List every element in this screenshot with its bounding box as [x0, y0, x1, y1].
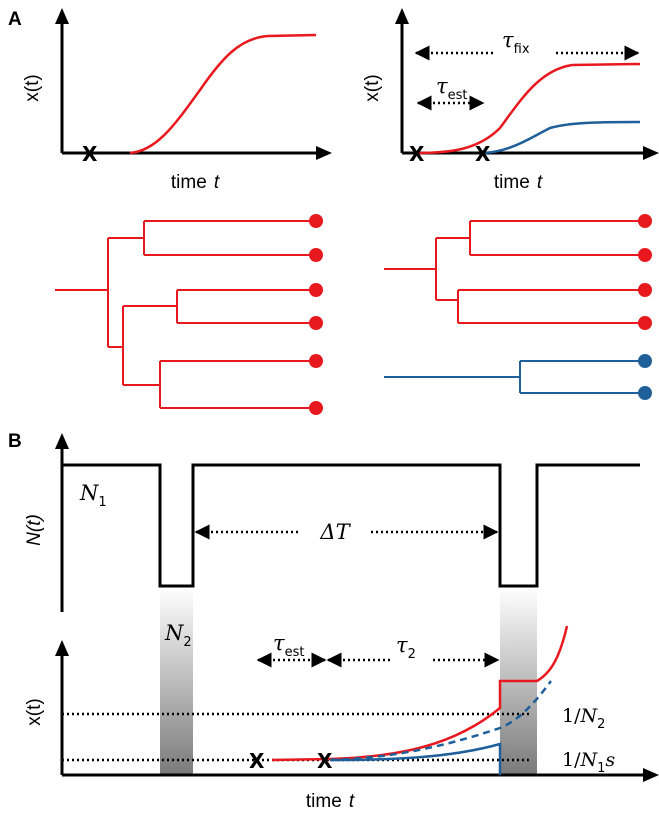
y-axis-arrowhead [55, 8, 69, 24]
mutation-marker: X [82, 142, 98, 166]
n1-label: N1 [79, 481, 107, 510]
population-size-curve [62, 463, 640, 588]
population-size-plot: N(t) N1 N2 ΔT [24, 433, 640, 650]
tree-right-blue-tips [638, 354, 652, 400]
threshold-lower-label: 1/N1s [562, 749, 615, 776]
x-axis-arrowhead [316, 146, 332, 160]
tip-node [309, 248, 323, 262]
tree-left-tips [309, 214, 323, 415]
mutation-marker-1: X [409, 142, 425, 166]
tip-node [309, 401, 323, 415]
mutation-marker-1: X [249, 749, 265, 773]
n2-label: N2 [164, 621, 192, 650]
tip-node [638, 283, 652, 297]
tip-node [309, 354, 323, 368]
red-lineage-curve [415, 62, 641, 155]
x-axis-label: time t [171, 172, 220, 193]
blue-frequency-curve [329, 742, 502, 775]
tree-right-red-tips [638, 214, 652, 330]
blue-lineage-curve [483, 120, 641, 155]
y-axis-arrowhead [55, 433, 69, 449]
red-frequency-curve [271, 625, 569, 762]
tip-node [638, 248, 652, 262]
panel-a-right-plot: X X τfix τest x(t) time t [362, 8, 659, 193]
panel-b-label: B [8, 431, 22, 452]
bottleneck-band-1 [160, 587, 193, 775]
tip-node [638, 214, 652, 228]
genealogy-tree-right-blue [384, 360, 645, 394]
tip-node [638, 354, 652, 368]
y-axis-arrowhead [395, 8, 409, 24]
genealogy-tree-right-red [384, 220, 645, 324]
tip-node [638, 316, 652, 330]
fixation-curve [129, 33, 317, 155]
y-axis-arrowhead [55, 640, 69, 656]
x-axis-label: time t [494, 172, 543, 193]
y-axis-label: x(t) [362, 74, 383, 101]
x-axis-arrowhead [643, 146, 659, 160]
x-axis-label: time t [306, 791, 355, 812]
panel-a-left-plot: X x(t) time t [22, 8, 332, 193]
tip-node [309, 283, 323, 297]
tau-est-label: τest [436, 74, 468, 103]
tip-node [638, 386, 652, 400]
tip-node [309, 214, 323, 228]
delta-t-label: ΔT [319, 520, 351, 544]
y-axis-label: x(t) [24, 698, 45, 725]
threshold-upper-label: 1/N2 [562, 705, 605, 732]
y-axis-label: x(t) [22, 74, 43, 101]
x-axis-arrowhead [643, 768, 659, 782]
genealogy-tree-left [55, 220, 316, 409]
y-axis-label: N(t) [24, 514, 45, 546]
tip-node [309, 316, 323, 330]
panel-a-label: A [8, 9, 22, 30]
mutation-marker-2: X [475, 142, 491, 166]
tau-fix-label: τfix [502, 28, 530, 57]
frequency-plot: X X τest τ2 1/N2 1/N1s x(t) time t [24, 625, 659, 812]
mutation-marker-2: X [317, 749, 333, 773]
tau-est-label: τest [273, 631, 305, 660]
tau-2-label: τ2 [396, 633, 416, 662]
